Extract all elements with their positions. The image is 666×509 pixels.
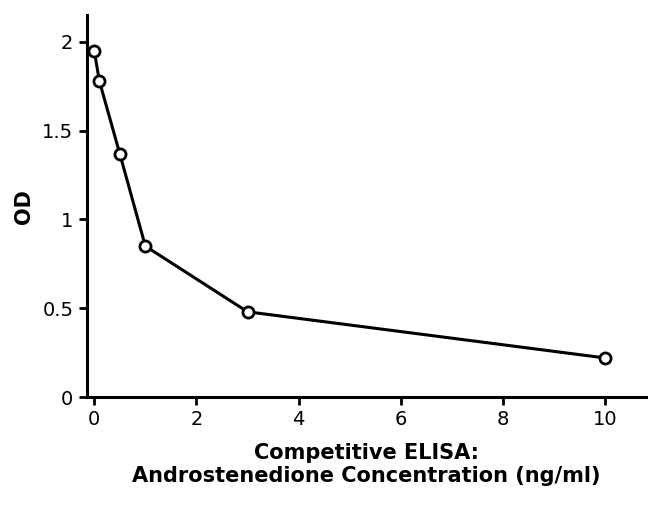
Y-axis label: OD: OD — [14, 189, 34, 223]
X-axis label: Competitive ELISA:
Androstenedione Concentration (ng/ml): Competitive ELISA: Androstenedione Conce… — [132, 443, 601, 486]
